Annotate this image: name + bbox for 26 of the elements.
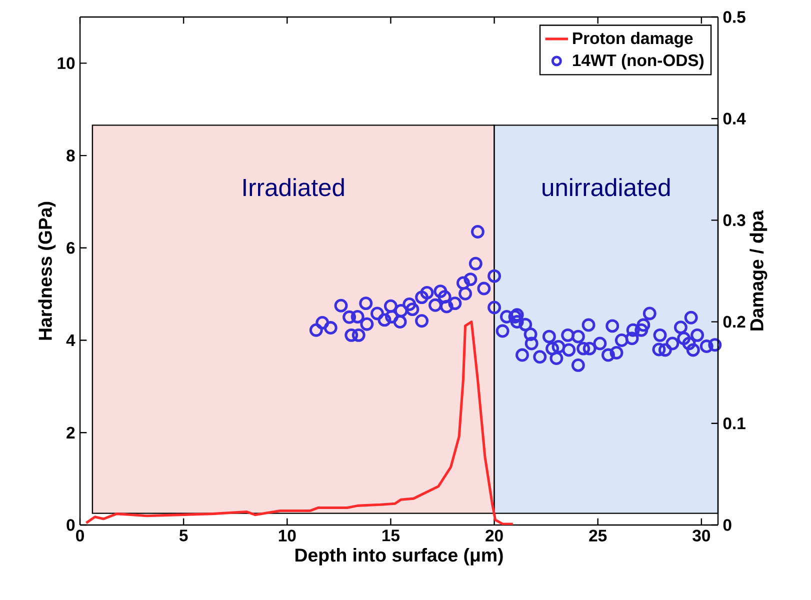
x-tick-label: 15: [382, 530, 400, 542]
x-tick-label: 25: [589, 530, 607, 542]
y2-axis-title: Damage / dpa: [750, 210, 768, 330]
y-tick-label: 0: [66, 519, 75, 531]
x-tick-label: 30: [692, 530, 710, 542]
x-axis-title: Depth into surface (μm): [296, 548, 503, 566]
x-tick-label: 10: [278, 530, 296, 542]
band-label: unirradiated: [542, 178, 670, 196]
y-tick-label: 10: [58, 57, 75, 70]
y2-tick-label: 0.4: [723, 112, 746, 124]
y2-tick-label: 0: [723, 519, 732, 531]
y2-tick-label: 0.5: [723, 11, 746, 23]
y2-tick-label: 0.2: [723, 316, 746, 328]
y-tick-label: 6: [66, 242, 75, 254]
x-tick-label: 5: [179, 530, 188, 542]
y-axis-title: Hardness (GPa): [38, 202, 56, 340]
band-label: Irradiated: [244, 178, 344, 196]
y2-tick-label: 0.3: [723, 214, 746, 226]
y2-tick-label: 0.1: [723, 418, 746, 430]
x-tick-label: 0: [76, 530, 84, 542]
y-tick-label: 8: [66, 150, 75, 162]
legend-label: Proton damage: [573, 32, 693, 48]
y-tick-label: 2: [66, 426, 75, 438]
legend-label: 14WT (non-ODS): [573, 54, 704, 70]
x-tick-label: 20: [486, 530, 503, 542]
y-tick-label: 4: [66, 334, 76, 346]
